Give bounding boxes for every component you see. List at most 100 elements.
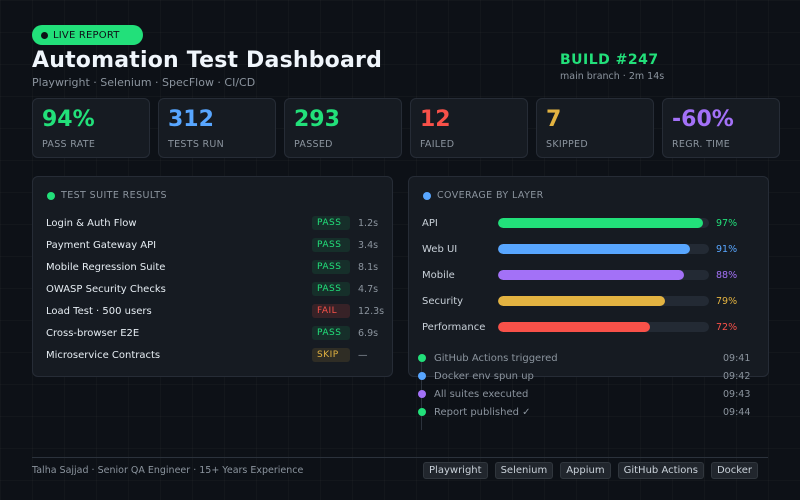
stat-card-skipped: 7 SKIPPED bbox=[536, 98, 654, 158]
timeline-dot-icon bbox=[418, 354, 426, 362]
stat-value: 312 bbox=[168, 107, 214, 132]
status-dot-icon bbox=[423, 191, 431, 200]
timeline-text: All suites executed bbox=[434, 388, 529, 400]
coverage-bar-track bbox=[498, 218, 709, 228]
coverage-label: Web UI bbox=[422, 243, 458, 255]
suite-row[interactable]: Cross-browser E2E PASS 6.9s bbox=[46, 325, 396, 341]
timeline-time: 09:41 bbox=[723, 352, 751, 364]
timeline-item: Docker env spun up 09:42 bbox=[418, 369, 753, 383]
panel-header: TEST SUITE RESULTS bbox=[47, 190, 167, 201]
suite-name: Microservice Contracts bbox=[46, 349, 161, 361]
timeline-text: Docker env spun up bbox=[434, 370, 534, 382]
footer-credit: Talha Sajjad · Senior QA Engineer · 15+ … bbox=[32, 465, 304, 476]
suite-duration: 8.1s bbox=[358, 261, 379, 273]
live-dot-icon bbox=[41, 31, 48, 39]
status-badge: PASS bbox=[312, 326, 350, 340]
stat-card-regression-time: -60% REGR. TIME bbox=[662, 98, 780, 158]
coverage-by-layer-panel: COVERAGE BY LAYER API 97% Web UI 91% Mob… bbox=[408, 176, 769, 377]
coverage-bar-fill bbox=[498, 218, 703, 228]
suite-duration: 1.2s bbox=[358, 217, 379, 229]
coverage-bar-track bbox=[498, 270, 709, 280]
coverage-bar-track bbox=[498, 296, 709, 306]
timeline-text: Report published ✓ bbox=[434, 406, 531, 418]
timeline-dot-icon bbox=[418, 372, 426, 380]
timeline-text: GitHub Actions triggered bbox=[434, 352, 558, 364]
suite-row[interactable]: Login & Auth Flow PASS 1.2s bbox=[46, 215, 396, 231]
coverage-label: Security bbox=[422, 295, 464, 307]
coverage-percent: 88% bbox=[716, 269, 738, 281]
stat-value: 94% bbox=[42, 107, 95, 132]
build-branch-duration: main branch · 2m 14s bbox=[560, 71, 665, 82]
suite-name: Cross-browser E2E bbox=[46, 327, 140, 339]
suite-row[interactable]: OWASP Security Checks PASS 4.7s bbox=[46, 281, 396, 297]
stat-label: PASS RATE bbox=[42, 139, 96, 150]
status-badge: FAIL bbox=[312, 304, 350, 318]
coverage-percent: 79% bbox=[716, 295, 738, 307]
suite-name: Payment Gateway API bbox=[46, 239, 157, 251]
timeline-time: 09:44 bbox=[723, 406, 751, 418]
stat-value: 7 bbox=[546, 107, 562, 132]
timeline-dot-icon bbox=[418, 408, 426, 416]
coverage-percent: 91% bbox=[716, 243, 738, 255]
suite-name: Load Test · 500 users bbox=[46, 305, 152, 317]
status-badge: PASS bbox=[312, 260, 350, 274]
coverage-row-web-ui: Web UI 91% bbox=[422, 242, 762, 256]
coverage-bar-fill bbox=[498, 296, 665, 306]
stat-value: -60% bbox=[672, 107, 734, 132]
live-report-badge: LIVE REPORT bbox=[32, 25, 143, 45]
footer-divider bbox=[32, 457, 768, 458]
coverage-bar-fill bbox=[498, 244, 690, 254]
tech-tag[interactable]: Docker bbox=[710, 462, 758, 479]
stat-value: 293 bbox=[294, 107, 340, 132]
suite-row[interactable]: Microservice Contracts SKIP — bbox=[46, 347, 396, 363]
coverage-bar-fill bbox=[498, 322, 650, 332]
test-suite-results-panel: TEST SUITE RESULTS Login & Auth Flow PAS… bbox=[32, 176, 393, 377]
suite-duration: — bbox=[358, 349, 368, 361]
stat-label: SKIPPED bbox=[546, 139, 588, 150]
panel-header: COVERAGE BY LAYER bbox=[423, 190, 544, 201]
suite-row[interactable]: Load Test · 500 users FAIL 12.3s bbox=[46, 303, 396, 319]
timeline-dot-icon bbox=[418, 390, 426, 398]
panel-title: TEST SUITE RESULTS bbox=[61, 190, 167, 201]
coverage-bar-track bbox=[498, 244, 709, 254]
stat-value: 12 bbox=[420, 107, 451, 132]
timeline-time: 09:42 bbox=[723, 370, 751, 382]
coverage-percent: 97% bbox=[716, 217, 738, 229]
stat-card-passed: 293 PASSED bbox=[284, 98, 402, 158]
page-title: Automation Test Dashboard bbox=[32, 48, 383, 73]
tech-tag[interactable]: Playwright bbox=[423, 462, 488, 479]
coverage-row-api: API 97% bbox=[422, 216, 762, 230]
coverage-row-mobile: Mobile 88% bbox=[422, 268, 762, 282]
tech-tag-list: Playwright Selenium Appium GitHub Action… bbox=[416, 462, 758, 479]
suite-name: OWASP Security Checks bbox=[46, 283, 166, 295]
coverage-row-security: Security 79% bbox=[422, 294, 762, 308]
suite-duration: 6.9s bbox=[358, 327, 379, 339]
coverage-label: Performance bbox=[422, 321, 486, 333]
status-badge: SKIP bbox=[312, 348, 350, 362]
suite-name: Mobile Regression Suite bbox=[46, 261, 166, 273]
page-subtitle: Playwright · Selenium · SpecFlow · CI/CD bbox=[32, 76, 256, 89]
tech-tag[interactable]: Appium bbox=[560, 462, 611, 479]
tech-tag[interactable]: Selenium bbox=[494, 462, 554, 479]
stat-label: TESTS RUN bbox=[168, 139, 225, 150]
stat-label: PASSED bbox=[294, 139, 333, 150]
tech-tag[interactable]: GitHub Actions bbox=[617, 462, 704, 479]
suite-row[interactable]: Mobile Regression Suite PASS 8.1s bbox=[46, 259, 396, 275]
timeline-item: GitHub Actions triggered 09:41 bbox=[418, 351, 753, 365]
coverage-label: API bbox=[422, 217, 438, 229]
suite-duration: 4.7s bbox=[358, 283, 379, 295]
stat-card-failed: 12 FAILED bbox=[410, 98, 528, 158]
coverage-bar-track bbox=[498, 322, 709, 332]
timeline-time: 09:43 bbox=[723, 388, 751, 400]
stat-card-pass-rate: 94% PASS RATE bbox=[32, 98, 150, 158]
status-badge: PASS bbox=[312, 216, 350, 230]
build-number: BUILD #247 bbox=[560, 52, 659, 68]
status-badge: PASS bbox=[312, 238, 350, 252]
stat-card-tests-run: 312 TESTS RUN bbox=[158, 98, 276, 158]
live-report-label: LIVE REPORT bbox=[53, 29, 120, 41]
status-badge: PASS bbox=[312, 282, 350, 296]
suite-row[interactable]: Payment Gateway API PASS 3.4s bbox=[46, 237, 396, 253]
suite-name: Login & Auth Flow bbox=[46, 217, 137, 229]
timeline-item: All suites executed 09:43 bbox=[418, 387, 753, 401]
coverage-bar-fill bbox=[498, 270, 684, 280]
